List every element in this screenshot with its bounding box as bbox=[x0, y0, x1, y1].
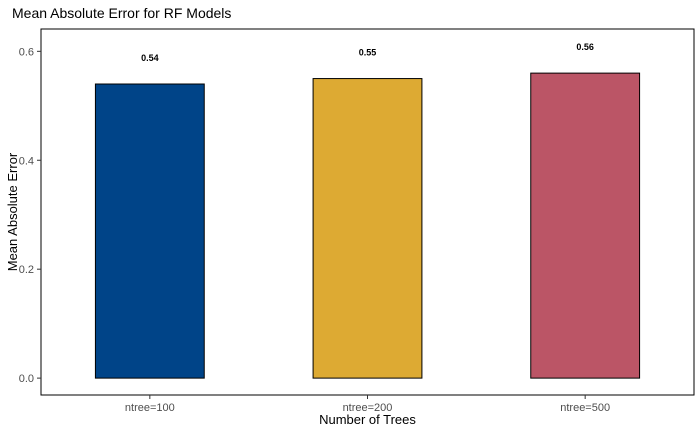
bar-value-label: 0.55 bbox=[359, 48, 377, 58]
bar-value-label: 0.54 bbox=[141, 53, 159, 63]
x-tick-label: ntree=200 bbox=[343, 402, 393, 414]
bar bbox=[312, 78, 423, 379]
x-axis-title: Number of Trees bbox=[319, 412, 416, 427]
chart-title: Mean Absolute Error for RF Models bbox=[12, 5, 231, 21]
y-axis: 0.0 0.2 0.4 0.6 bbox=[19, 46, 41, 385]
y-tick-label: 0.4 bbox=[19, 155, 34, 167]
y-tick-label: 0.6 bbox=[19, 46, 34, 58]
bar bbox=[94, 83, 205, 379]
bar bbox=[530, 72, 641, 379]
bars-group bbox=[94, 72, 641, 379]
x-tick-label: ntree=100 bbox=[125, 402, 175, 414]
x-axis: ntree=100 ntree=200 ntree=500 bbox=[125, 395, 610, 414]
data-labels-group: 0.54 0.55 0.56 bbox=[141, 42, 594, 63]
y-axis-title: Mean Absolute Error bbox=[5, 152, 20, 271]
bar-value-label: 0.56 bbox=[576, 42, 594, 52]
x-tick-label: ntree=500 bbox=[560, 402, 610, 414]
y-tick-label: 0.0 bbox=[19, 373, 34, 385]
y-tick-label: 0.2 bbox=[19, 264, 34, 276]
